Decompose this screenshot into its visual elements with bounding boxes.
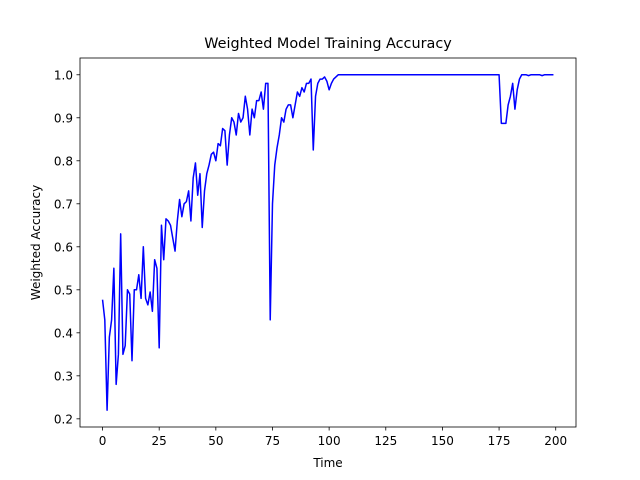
y-tick-label: 0.9 (54, 111, 73, 125)
x-tick-label: 75 (265, 434, 280, 448)
y-tick-label: 0.6 (54, 240, 73, 254)
y-tick-label: 1.0 (54, 68, 73, 82)
y-tick-label: 0.7 (54, 197, 73, 211)
x-tick-label: 50 (208, 434, 223, 448)
x-tick-label: 150 (431, 434, 454, 448)
y-tick-label: 0.8 (54, 154, 73, 168)
x-axis-label: Time (312, 456, 342, 470)
data-line (101, 74, 554, 411)
plot-frame (79, 57, 577, 428)
y-tick-label: 0.4 (54, 326, 73, 340)
x-tick-label: 0 (99, 434, 107, 448)
x-tick-label: 175 (488, 434, 511, 448)
y-axis-label: Weighted Accuracy (29, 185, 43, 300)
chart-title: Weighted Model Training Accuracy (204, 36, 452, 52)
x-tick-label: 200 (544, 434, 567, 448)
y-tick-label: 0.3 (54, 369, 73, 383)
x-tick-label: 25 (152, 434, 167, 448)
x-tick-label: 100 (318, 434, 341, 448)
y-tick-label: 0.5 (54, 283, 73, 297)
x-tick-label: 125 (374, 434, 397, 448)
y-tick-label: 0.2 (54, 412, 73, 426)
